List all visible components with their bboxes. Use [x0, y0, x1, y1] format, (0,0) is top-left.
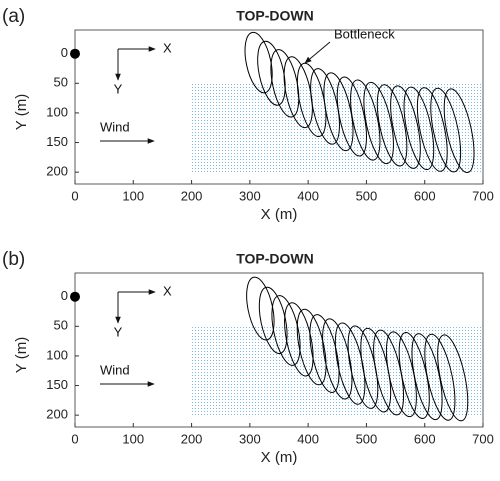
loop: [424, 333, 456, 421]
x-tick-label: 200: [181, 431, 203, 446]
y-tick-label: 200: [46, 164, 68, 179]
panel-label: (b): [2, 249, 25, 270]
annotation: Wind: [100, 119, 130, 134]
loop: [437, 334, 469, 422]
x-tick-label: 400: [297, 188, 319, 203]
loop: [403, 86, 435, 171]
annotation-arrow: [304, 41, 331, 64]
loop: [296, 308, 327, 386]
x-tick-label: 0: [71, 188, 78, 203]
loops: [244, 31, 475, 173]
loop: [376, 84, 408, 167]
y-tick-label: 200: [46, 407, 68, 422]
loops: [246, 276, 469, 422]
x-tick-label: 200: [181, 188, 203, 203]
loop: [416, 87, 448, 172]
origin-marker: [70, 291, 80, 302]
annotation: Y: [114, 324, 123, 339]
x-tick-label: 0: [71, 431, 78, 446]
x-tick-label: 100: [122, 431, 144, 446]
annotation: Wind: [100, 362, 130, 377]
loop: [309, 314, 340, 393]
y-tick-label: 50: [54, 75, 68, 90]
loop: [271, 295, 301, 366]
axes-box: [74, 29, 484, 185]
loop: [430, 87, 462, 173]
loop: [322, 318, 353, 400]
origin-marker: [70, 48, 80, 59]
loop: [336, 76, 367, 157]
x-tick-label: 100: [122, 188, 144, 203]
x-tick-label: 400: [297, 431, 319, 446]
x-tick-label: 300: [239, 188, 261, 203]
x-tick-label: 500: [356, 188, 378, 203]
y-tick-label: 0: [61, 45, 68, 60]
loop: [363, 81, 394, 165]
y-axis-label: Y (m): [13, 94, 30, 130]
x-tick-label: 300: [239, 431, 261, 446]
y-tick-label: 50: [54, 318, 68, 333]
y-tick-label: 0: [61, 288, 68, 303]
x-axis-label: X (m): [261, 206, 298, 223]
annotation: Y: [114, 81, 123, 96]
y-tick-label: 150: [46, 377, 68, 392]
loop: [310, 68, 340, 145]
x-axis-label: X (m): [261, 449, 298, 466]
x-tick-label: 600: [414, 188, 436, 203]
loop: [257, 40, 286, 106]
panel-label: (a): [2, 6, 25, 27]
x-tick-label: 700: [472, 188, 494, 203]
chart-title: TOP-DOWN: [236, 251, 314, 267]
loop: [284, 302, 314, 377]
loop: [323, 72, 354, 152]
x-tick-label: 600: [414, 431, 436, 446]
annotation: Bottleneck: [334, 26, 395, 41]
loop: [350, 79, 381, 161]
y-axis-label: Y (m): [13, 337, 30, 373]
chart-title: TOP-DOWN: [236, 8, 314, 24]
annotation: X: [163, 283, 172, 298]
x-tick-label: 500: [356, 431, 378, 446]
annotation: X: [163, 40, 172, 55]
loop: [270, 49, 300, 118]
y-tick-label: 150: [46, 134, 68, 149]
axes-box: [74, 272, 484, 428]
loop: [443, 88, 475, 173]
region: [191, 326, 484, 416]
y-tick-label: 100: [46, 104, 68, 119]
x-tick-label: 700: [472, 431, 494, 446]
y-tick-label: 100: [46, 347, 68, 362]
loop: [390, 85, 421, 169]
